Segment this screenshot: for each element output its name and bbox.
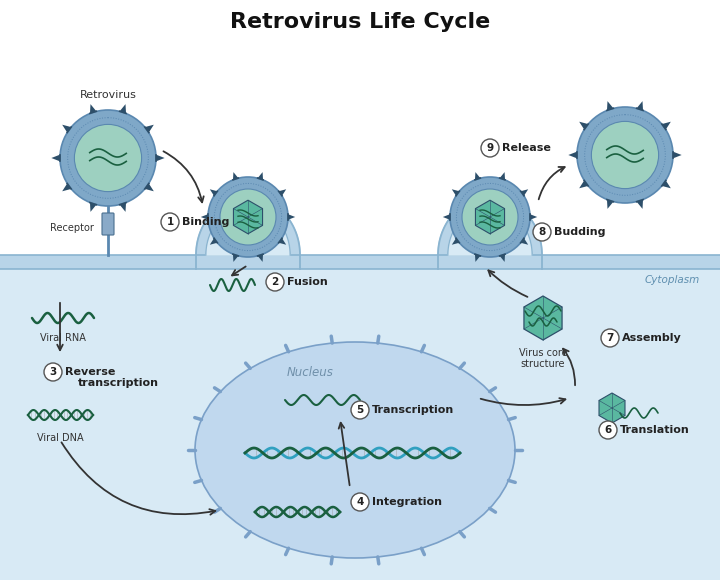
Polygon shape	[452, 238, 459, 245]
Polygon shape	[443, 214, 450, 220]
Polygon shape	[120, 104, 126, 113]
Text: transcription: transcription	[78, 378, 159, 388]
Polygon shape	[258, 254, 263, 262]
Circle shape	[601, 329, 619, 347]
Text: Retrovirus: Retrovirus	[80, 90, 136, 100]
Polygon shape	[521, 238, 528, 245]
Polygon shape	[448, 207, 532, 255]
Text: 7: 7	[606, 333, 613, 343]
Polygon shape	[673, 151, 682, 158]
Polygon shape	[599, 393, 625, 423]
Polygon shape	[288, 214, 295, 220]
Text: Release: Release	[502, 143, 551, 153]
Polygon shape	[90, 104, 96, 113]
Ellipse shape	[195, 342, 515, 558]
Polygon shape	[607, 200, 613, 209]
Polygon shape	[145, 125, 154, 132]
Circle shape	[220, 189, 276, 245]
Polygon shape	[145, 183, 154, 191]
FancyBboxPatch shape	[102, 213, 114, 235]
Polygon shape	[120, 202, 126, 212]
Circle shape	[577, 107, 673, 203]
Polygon shape	[258, 172, 263, 180]
Polygon shape	[662, 122, 671, 129]
Circle shape	[266, 273, 284, 291]
Text: Virus core: Virus core	[518, 348, 567, 358]
Circle shape	[74, 124, 142, 191]
Polygon shape	[233, 172, 238, 180]
Polygon shape	[636, 200, 643, 209]
Circle shape	[462, 189, 518, 245]
Polygon shape	[568, 151, 577, 158]
Polygon shape	[90, 202, 96, 212]
Text: Viral RNA: Viral RNA	[40, 333, 86, 343]
Polygon shape	[62, 125, 71, 132]
Polygon shape	[521, 189, 528, 196]
Text: 4: 4	[356, 497, 364, 507]
Text: Fusion: Fusion	[287, 277, 328, 287]
Polygon shape	[62, 183, 71, 191]
Polygon shape	[156, 155, 165, 161]
Polygon shape	[475, 172, 480, 180]
Text: Integration: Integration	[372, 497, 442, 507]
Polygon shape	[51, 155, 60, 161]
Circle shape	[208, 177, 288, 257]
FancyBboxPatch shape	[0, 255, 720, 269]
Text: 9: 9	[487, 143, 494, 153]
Polygon shape	[210, 238, 217, 245]
Circle shape	[60, 110, 156, 206]
Text: 6: 6	[604, 425, 611, 435]
Polygon shape	[579, 122, 588, 129]
Circle shape	[351, 401, 369, 419]
Polygon shape	[233, 200, 263, 234]
Text: structure: structure	[521, 359, 565, 369]
Text: 8: 8	[539, 227, 546, 237]
Circle shape	[161, 213, 179, 231]
Circle shape	[450, 177, 530, 257]
Text: Translation: Translation	[620, 425, 690, 435]
Polygon shape	[438, 197, 542, 255]
Polygon shape	[500, 254, 505, 262]
Circle shape	[481, 139, 499, 157]
Text: Budding: Budding	[554, 227, 606, 237]
Text: Binding: Binding	[182, 217, 230, 227]
Text: Viral DNA: Viral DNA	[37, 433, 84, 443]
Polygon shape	[500, 172, 505, 180]
Polygon shape	[279, 238, 286, 245]
Circle shape	[591, 121, 659, 188]
Circle shape	[44, 363, 62, 381]
Text: Retrovirus Life Cycle: Retrovirus Life Cycle	[230, 12, 490, 32]
Text: 5: 5	[356, 405, 364, 415]
Polygon shape	[662, 180, 671, 188]
Text: Transcription: Transcription	[372, 405, 454, 415]
FancyBboxPatch shape	[0, 255, 720, 580]
Polygon shape	[475, 254, 480, 262]
Circle shape	[533, 223, 551, 241]
Polygon shape	[210, 189, 217, 196]
Text: 3: 3	[50, 367, 57, 377]
Polygon shape	[201, 214, 208, 220]
Text: Receptor: Receptor	[50, 223, 94, 233]
Polygon shape	[636, 101, 643, 110]
Polygon shape	[530, 214, 537, 220]
Polygon shape	[475, 200, 505, 234]
Text: 2: 2	[271, 277, 279, 287]
Text: Cytoplasm: Cytoplasm	[644, 275, 700, 285]
Polygon shape	[579, 180, 588, 188]
Polygon shape	[607, 101, 613, 110]
Polygon shape	[196, 197, 300, 255]
Polygon shape	[452, 189, 459, 196]
Circle shape	[599, 421, 617, 439]
Text: Reverse: Reverse	[65, 367, 115, 377]
Polygon shape	[233, 254, 238, 262]
Polygon shape	[524, 296, 562, 340]
Polygon shape	[206, 207, 290, 255]
Text: Nucleus: Nucleus	[287, 365, 333, 379]
Text: 1: 1	[166, 217, 174, 227]
Polygon shape	[279, 189, 286, 196]
Text: Assembly: Assembly	[622, 333, 682, 343]
Circle shape	[351, 493, 369, 511]
